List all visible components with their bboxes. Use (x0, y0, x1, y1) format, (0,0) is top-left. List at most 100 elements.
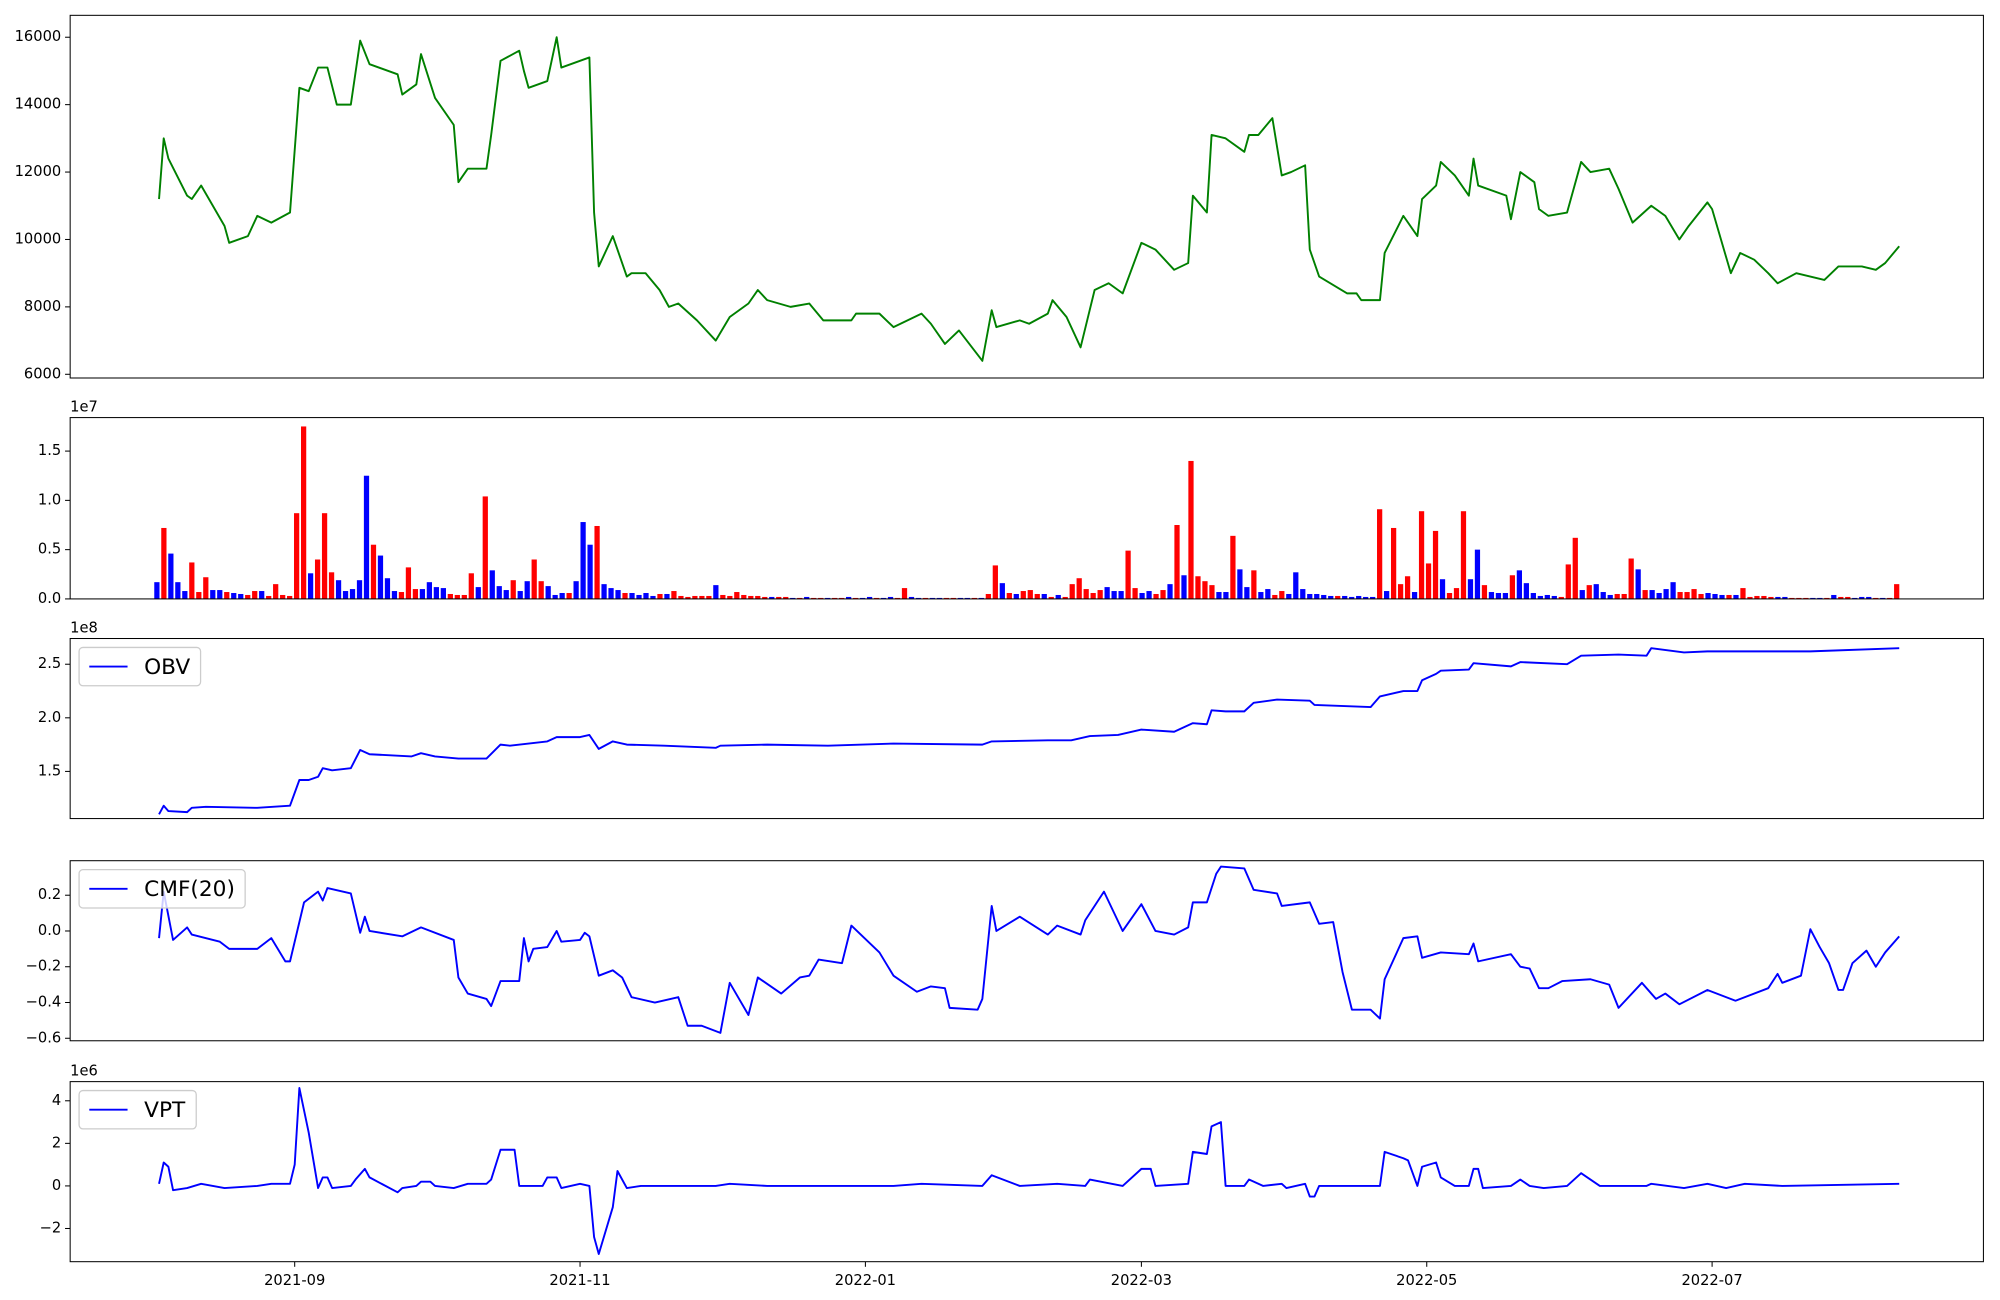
bar (1293, 572, 1299, 599)
y-tick-label: 10000 (15, 230, 62, 247)
bar (1558, 596, 1564, 599)
bar (594, 525, 600, 599)
y-tick-label: 0 (52, 1177, 61, 1194)
bar (1384, 591, 1390, 599)
bar (259, 591, 265, 599)
bar (622, 593, 628, 599)
bar (433, 587, 439, 599)
bar (1467, 579, 1474, 599)
bar (685, 596, 691, 599)
bar (713, 585, 719, 599)
bar (776, 596, 782, 599)
y-tick-label: −0.4 (26, 993, 62, 1010)
bar (1160, 590, 1166, 599)
bar (363, 475, 370, 599)
bar (1614, 593, 1620, 599)
y-tick-label: 0.2 (38, 886, 61, 903)
bar (734, 592, 740, 599)
bar (1097, 590, 1103, 599)
bar (643, 593, 649, 599)
bar (1411, 592, 1418, 599)
y-tick-label: 8000 (24, 298, 61, 315)
line (158, 1087, 1900, 1255)
bar (391, 591, 398, 599)
bar (238, 593, 244, 599)
bar (657, 593, 663, 599)
bar (203, 577, 209, 599)
bar (189, 562, 195, 599)
legend-label: VPT (144, 1098, 186, 1123)
bar (1684, 592, 1690, 599)
x-tick-label: 2022-05 (1396, 1272, 1457, 1289)
y-tick-label: 1.0 (38, 491, 61, 508)
bar (1544, 594, 1550, 599)
y-tick-label: 1.5 (38, 442, 61, 459)
bar (1048, 596, 1054, 599)
bar (1446, 593, 1453, 599)
bar (1628, 558, 1634, 599)
bar (475, 587, 481, 599)
bar (999, 583, 1005, 599)
bar (1761, 595, 1767, 599)
bar (573, 581, 579, 599)
axes-frame (69, 860, 1984, 1042)
bar (1439, 579, 1446, 599)
bar (1370, 596, 1376, 599)
bar (1607, 594, 1613, 599)
bar (545, 586, 551, 599)
bar (196, 592, 202, 599)
bar (461, 594, 467, 599)
bar (175, 582, 181, 599)
y-tick-label: 1.5 (38, 762, 61, 779)
bar (1418, 511, 1425, 599)
bar (1209, 585, 1215, 599)
bar (1300, 589, 1306, 599)
y-tick-label: 2 (52, 1134, 61, 1151)
bar (1502, 593, 1509, 599)
legend: OBV (78, 646, 202, 687)
bar (1104, 587, 1110, 599)
y-tick-label: 2.5 (38, 655, 61, 672)
bar (482, 496, 488, 599)
bar (1272, 594, 1278, 599)
bar (224, 592, 230, 599)
bar (636, 594, 642, 599)
bar (608, 588, 614, 599)
legend-label: OBV (144, 655, 190, 680)
panel: −2 0 2 4 2021-09 2021-11 2022-01 2022-03 2022-05… (40, 1062, 1984, 1289)
x-tick-label: 2022-03 (1111, 1272, 1172, 1289)
bar (748, 595, 754, 599)
bar (587, 544, 593, 599)
bar (273, 584, 279, 599)
bar (1740, 588, 1746, 599)
bar (510, 580, 516, 599)
x-tick-label: 2022-01 (835, 1272, 896, 1289)
y-tick-label: −0.6 (26, 1029, 62, 1046)
panel: 6000 8000 10000 12000 14000 16000 (15, 14, 1984, 382)
bar (1509, 575, 1516, 599)
bar (356, 580, 363, 599)
legend-box (78, 869, 246, 909)
bar (706, 595, 712, 599)
bar (266, 595, 272, 599)
bar (1712, 593, 1718, 599)
bar (1488, 592, 1495, 599)
bar (1111, 591, 1117, 599)
bar (342, 591, 349, 599)
axes-frame (69, 1081, 1984, 1263)
bar (252, 591, 258, 599)
bar (804, 596, 810, 599)
axes-frame (69, 14, 1984, 379)
bar (678, 595, 684, 599)
y-tick-label: 0.0 (38, 922, 61, 939)
axis-offset-text: 1e6 (70, 1062, 98, 1079)
bar (1237, 569, 1243, 599)
bar (1286, 593, 1292, 599)
bar (1726, 594, 1732, 599)
bar (769, 596, 775, 599)
bar (1013, 593, 1019, 599)
bar (1635, 569, 1641, 599)
y-tick-label: 2.0 (38, 709, 61, 726)
